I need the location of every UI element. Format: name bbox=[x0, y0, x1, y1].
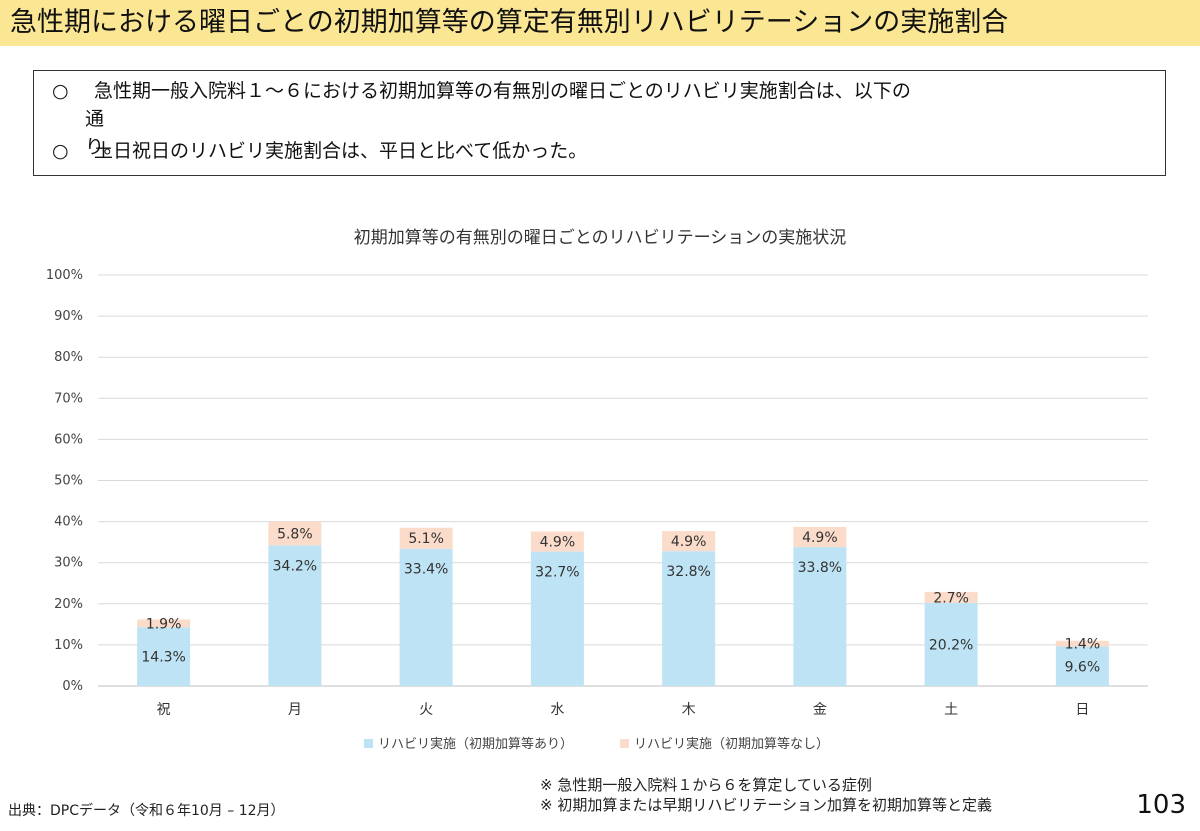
legend-swatch bbox=[364, 739, 373, 748]
legend-label: リハビリ実施（初期加算等なし） bbox=[634, 736, 829, 752]
x-tick-label: 水 bbox=[550, 702, 564, 718]
data-label: 4.9% bbox=[540, 535, 576, 551]
note-1: ※ 急性期一般入院料１から６を算定している症例 bbox=[540, 776, 872, 794]
data-label: 2.7% bbox=[933, 590, 969, 606]
y-tick-label: 20% bbox=[54, 597, 83, 612]
bar-segment bbox=[530, 551, 584, 686]
bullet-text-continuation: 通り。 bbox=[85, 108, 123, 158]
bar-segment bbox=[662, 551, 716, 686]
x-tick-label: 月 bbox=[288, 702, 302, 718]
data-label: 4.9% bbox=[802, 530, 838, 546]
bar-segment bbox=[662, 531, 716, 552]
bar-segment bbox=[268, 545, 322, 686]
bar-segment bbox=[924, 591, 978, 603]
y-axis: 0% 10% 20% 30% 40% 50% 60% 70% 80% 90% 100% bbox=[46, 268, 83, 694]
data-label: 33.8% bbox=[798, 560, 842, 576]
bar-segment bbox=[399, 548, 453, 686]
data-label: 32.8% bbox=[666, 564, 710, 580]
x-tick-label: 祝 bbox=[157, 702, 171, 718]
bar-segment bbox=[268, 521, 322, 546]
summary-box: ○ 急性期一般入院料１～６における初期加算等の有無別の曜日ごとのリハビリ実施割合… bbox=[33, 70, 1166, 176]
y-tick-label: 90% bbox=[54, 309, 83, 324]
bar-segment bbox=[530, 531, 584, 552]
data-label: 34.2% bbox=[273, 558, 317, 574]
bar-segment bbox=[793, 547, 847, 686]
y-tick-label: 100% bbox=[46, 268, 83, 283]
gridlines bbox=[98, 274, 1148, 687]
data-label: 1.9% bbox=[146, 616, 182, 632]
data-label: 14.3% bbox=[141, 650, 185, 666]
note-2: ※ 初期加算または早期リハビリテーション加算を初期加算等と定義 bbox=[540, 796, 993, 814]
y-tick-label: 60% bbox=[54, 432, 83, 447]
x-axis: 祝月火水木金土日 bbox=[157, 702, 1090, 718]
bullet-text: 土日祝日のリハビリ実施割合は、平日と比べて低かった。 bbox=[94, 140, 588, 162]
bar-segment bbox=[137, 627, 191, 686]
data-label: 5.8% bbox=[277, 527, 313, 543]
title-bar: 急性期における曜日ごとの初期加算等の算定有無別リハビリテーションの実施割合 bbox=[0, 0, 1200, 46]
bar-segment bbox=[399, 527, 453, 549]
bars: 14.3% 1.9% 34.2% 5.8% 33.4% 5.1% 32.7% 4.9% 32.8… bbox=[137, 521, 1109, 686]
bar-segment bbox=[1055, 640, 1109, 647]
y-tick-label: 80% bbox=[54, 350, 83, 365]
x-tick-label: 金 bbox=[813, 702, 827, 718]
data-label: 20.2% bbox=[929, 637, 973, 653]
data-label: 9.6% bbox=[1065, 659, 1101, 675]
y-tick-label: 50% bbox=[54, 474, 83, 489]
data-label: 5.1% bbox=[408, 531, 444, 547]
page-title: 急性期における曜日ごとの初期加算等の算定有無別リハビリテーションの実施割合 bbox=[10, 7, 1009, 38]
y-tick-label: 10% bbox=[54, 638, 83, 653]
y-tick-label: 0% bbox=[62, 679, 83, 694]
chart-title: 初期加算等の有無別の曜日ごとのリハビリテーションの実施状況 bbox=[354, 228, 847, 248]
bar-segment bbox=[137, 619, 191, 628]
x-tick-label: 日 bbox=[1075, 702, 1089, 718]
data-label: 32.7% bbox=[535, 565, 579, 581]
bar-segment bbox=[793, 526, 847, 548]
bullet-mark: ○ bbox=[52, 80, 69, 102]
data-label: 4.9% bbox=[671, 534, 707, 550]
legend-label: リハビリ実施（初期加算等あり） bbox=[378, 736, 573, 752]
source-note: 出典：DPCデータ（令和６年10月 – 12月） bbox=[8, 803, 285, 819]
x-tick-label: 木 bbox=[682, 702, 696, 718]
legend: リハビリ実施（初期加算等あり） リハビリ実施（初期加算等なし） bbox=[364, 736, 829, 752]
x-tick-label: 火 bbox=[419, 702, 433, 718]
x-tick-label: 土 bbox=[944, 702, 958, 718]
stacked-bar-chart: 初期加算等の有無別の曜日ごとのリハビリテーションの実施状況 0% 10% 20% 30… bbox=[46, 228, 1148, 752]
y-tick-label: 30% bbox=[54, 556, 83, 571]
data-label: 33.4% bbox=[404, 562, 448, 578]
bullet-mark: ○ bbox=[52, 140, 69, 162]
legend-swatch bbox=[620, 739, 629, 748]
bar-segment bbox=[1055, 646, 1109, 686]
data-label: 1.4% bbox=[1065, 637, 1101, 653]
y-tick-label: 40% bbox=[54, 515, 83, 530]
bullet-text: 急性期一般入院料１～６における初期加算等の有無別の曜日ごとのリハビリ実施割合は、… bbox=[94, 80, 911, 102]
bar-segment bbox=[924, 602, 978, 686]
page-number: 103 bbox=[1136, 790, 1186, 820]
y-tick-label: 70% bbox=[54, 391, 83, 406]
